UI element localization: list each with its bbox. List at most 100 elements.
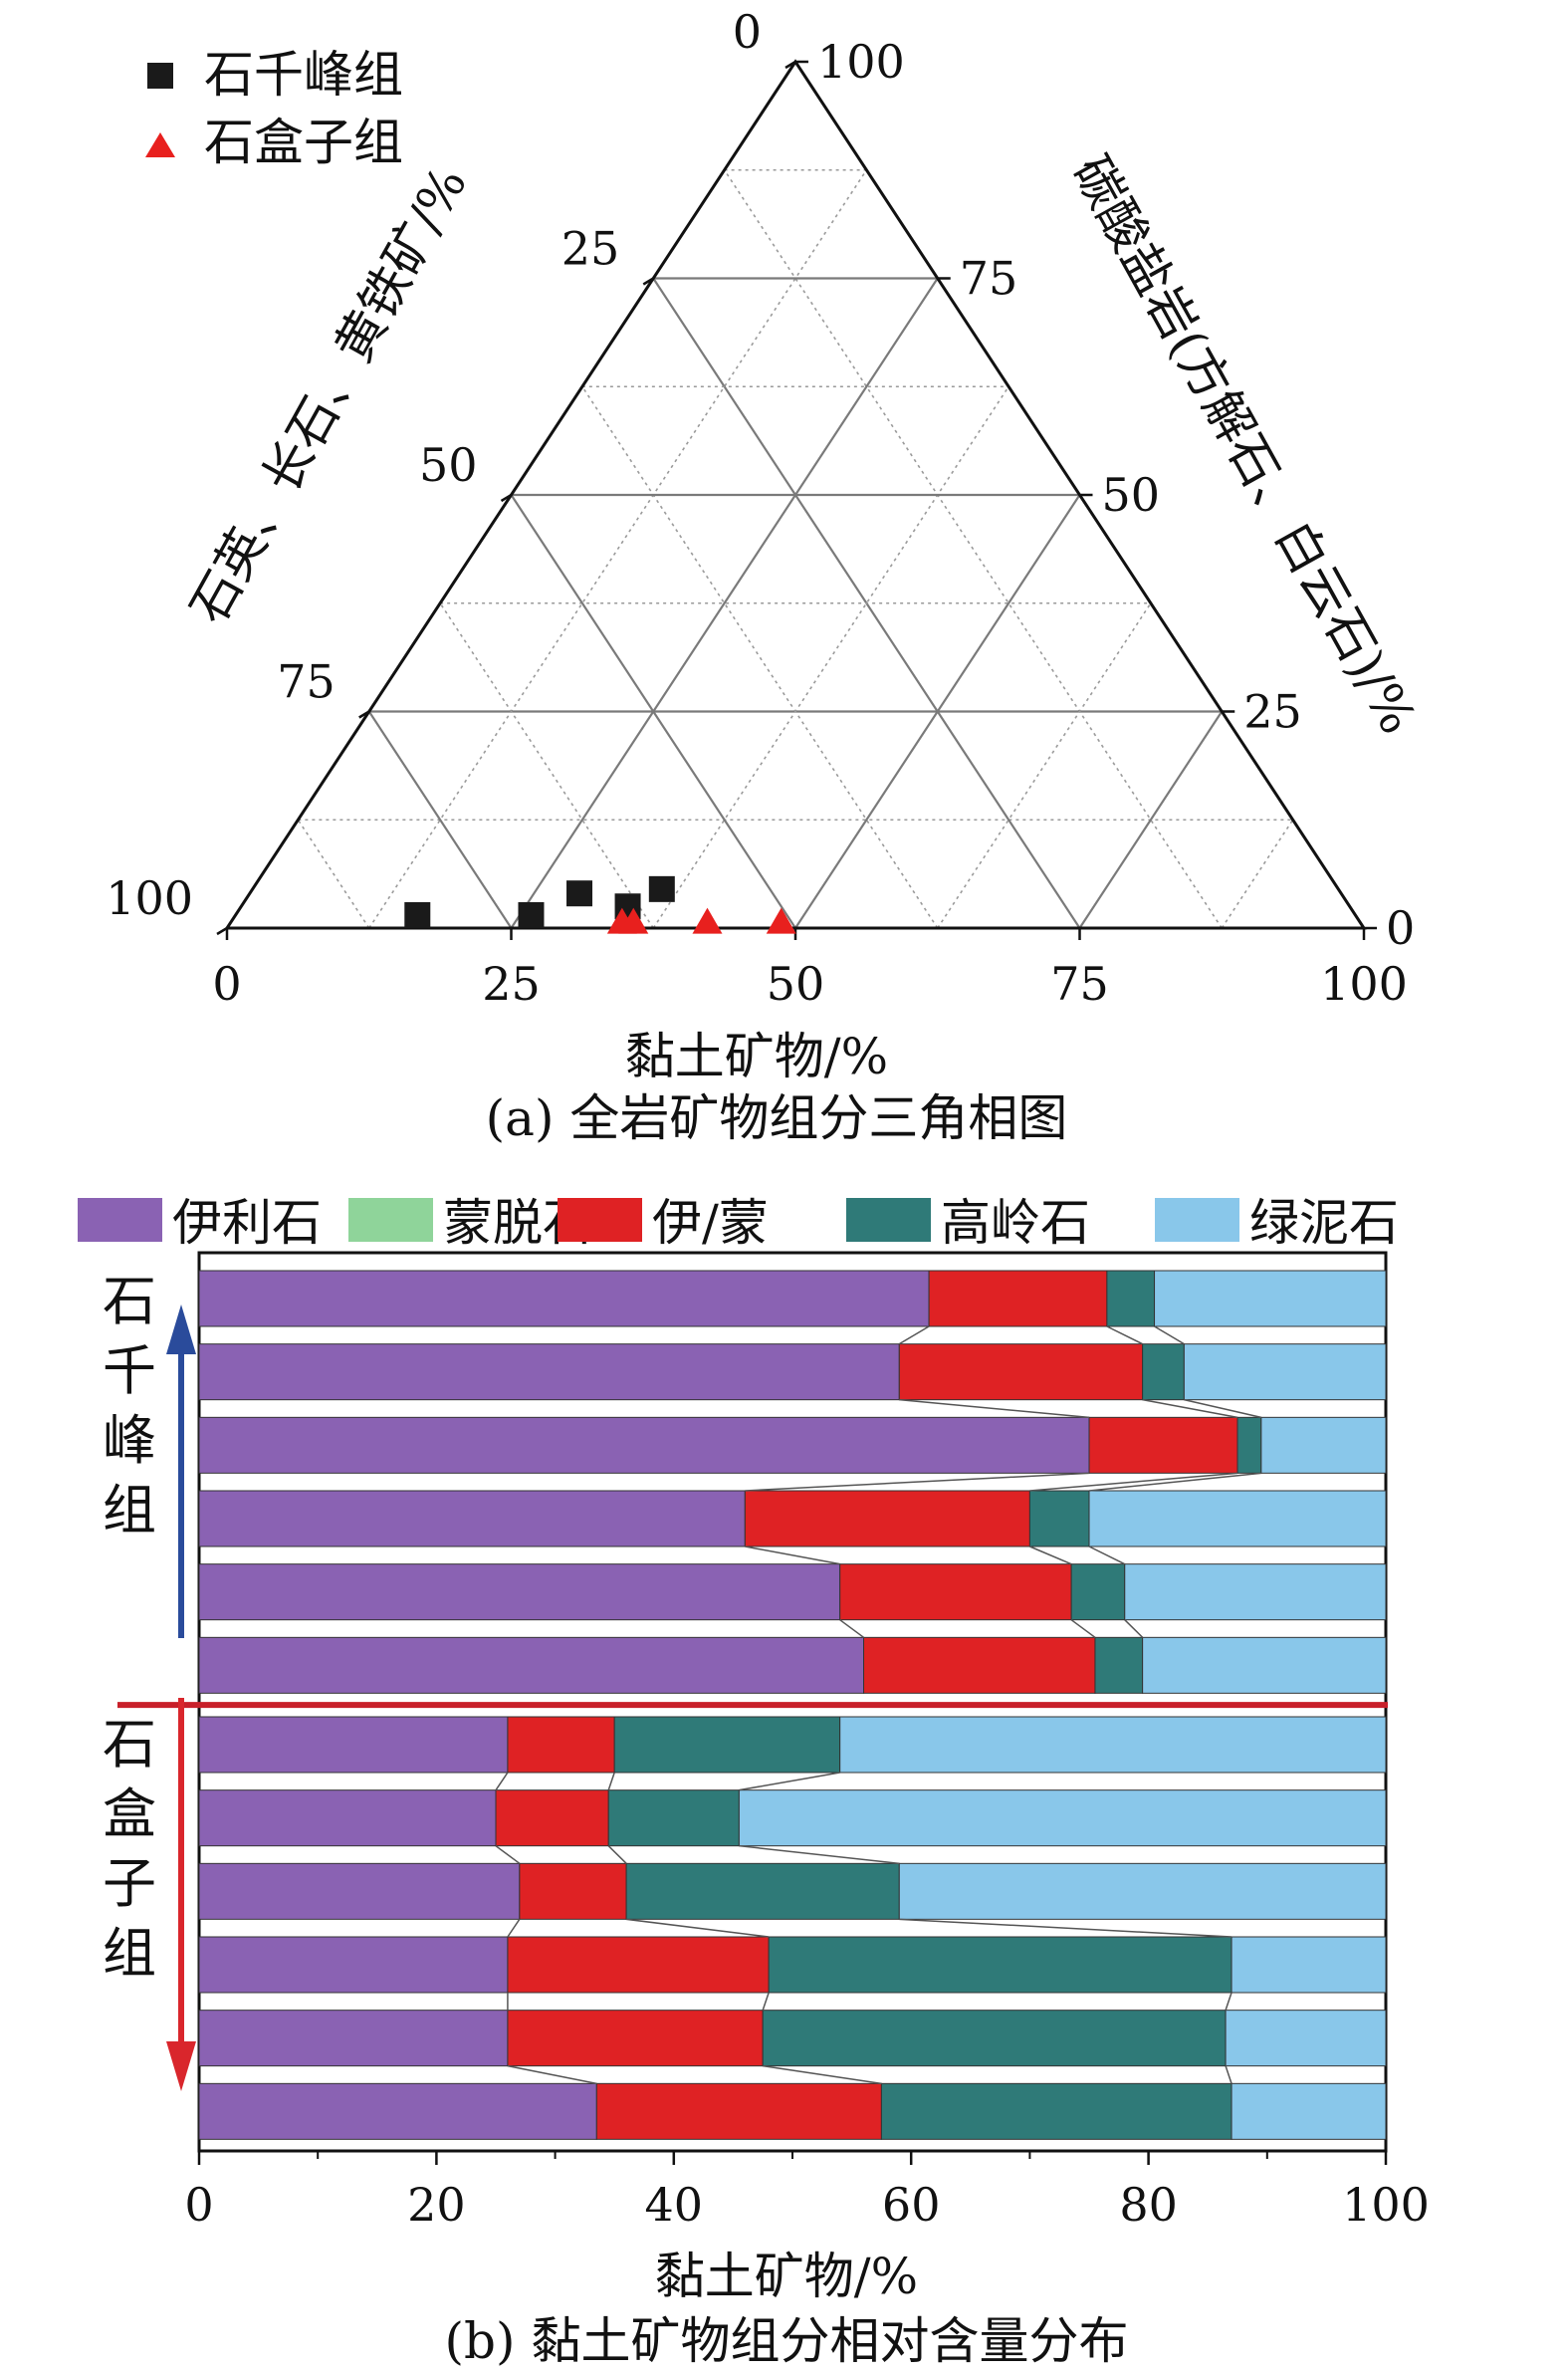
connector-line — [1184, 1398, 1262, 1419]
connector-line — [745, 1472, 1090, 1492]
connector-line — [899, 1918, 1232, 1938]
connector-line — [899, 1398, 1090, 1419]
legend-label: 绿泥石 — [1249, 1194, 1399, 1252]
bar-segment — [613, 1716, 841, 1774]
bottom-tick-label: 25 — [482, 957, 541, 1011]
legend-marker-square — [147, 63, 173, 89]
left-tick-label: 100 — [106, 871, 193, 925]
grid-line-quartz — [723, 169, 1223, 929]
connector-line — [1070, 1619, 1096, 1638]
data-point-square — [518, 901, 545, 928]
bar-segment — [863, 1636, 1096, 1694]
bar-segment — [1094, 1636, 1144, 1694]
group-label-char: 石 — [103, 1270, 156, 1332]
caption-b: (b) 黏土矿物组分相对含量分布 — [445, 2312, 1129, 2370]
connector-line — [739, 1772, 840, 1791]
connector-line — [495, 1772, 509, 1791]
legend-swatch — [846, 1198, 931, 1242]
bar-segment — [768, 1936, 1232, 1994]
connector-line — [745, 1545, 840, 1565]
bar-segment — [198, 2082, 597, 2140]
legend-label: 高岭石 — [941, 1194, 1090, 1252]
legend-label: 伊利石 — [172, 1194, 322, 1252]
grid-line-clay — [510, 277, 939, 929]
connector-line — [739, 1844, 900, 1865]
grid-line-quartz — [367, 710, 513, 929]
x-tick-label: 60 — [882, 2178, 941, 2232]
bar-segment — [839, 1563, 1072, 1621]
bar-segment — [1236, 1416, 1262, 1474]
group-label-char: 组 — [103, 1922, 156, 1985]
connector-line — [507, 1918, 521, 1938]
ternary-legend: 石千峰组 石盒子组 — [145, 46, 403, 171]
connector-line — [763, 2064, 882, 2085]
bottom-axis-label: 黏土矿物/% — [625, 1028, 888, 1085]
bar-segment — [1106, 1270, 1156, 1327]
grid-line-quartz — [439, 602, 654, 929]
bar-connectors — [495, 1325, 1262, 2085]
left-tick — [358, 710, 370, 719]
connector-line — [1142, 1398, 1238, 1419]
bar-segment — [738, 1789, 1387, 1847]
group-label-char: 峰 — [103, 1409, 156, 1472]
data-point-square — [566, 880, 593, 907]
x-tick-label: 100 — [1342, 2178, 1430, 2232]
bar-segment — [898, 1862, 1387, 1920]
bar-segment — [1260, 1416, 1387, 1474]
caption-a: (a) 全岩矿物组分三角相图 — [486, 1089, 1068, 1147]
data-point-triangle — [766, 907, 796, 934]
bar-segment — [198, 1343, 900, 1401]
connector-line — [607, 1772, 615, 1790]
ternary-gridlines — [297, 168, 1294, 929]
bottom-tick-label: 100 — [1320, 957, 1408, 1011]
bar-segment — [1183, 1343, 1387, 1401]
legend-marker-triangle — [145, 132, 175, 157]
grid-line-quartz — [297, 819, 370, 929]
group-arrow-head — [166, 2041, 196, 2091]
right-tick-label: 100 — [817, 35, 905, 89]
group-label-char: 千 — [103, 1339, 156, 1402]
left-tick — [784, 60, 796, 70]
grid-line-clay — [652, 385, 1009, 929]
bar-x-axis-label: 黏土矿物/% — [655, 2248, 918, 2305]
bottom-tick-label: 50 — [767, 957, 825, 1011]
right-tick-label: 50 — [1102, 468, 1161, 522]
connector-line — [839, 1619, 864, 1638]
connector-line — [495, 1845, 521, 1864]
bar-segment — [1231, 2082, 1387, 2140]
bar-segment — [1028, 1490, 1090, 1547]
x-tick-label: 80 — [1119, 2178, 1178, 2232]
bar-segment — [198, 1636, 865, 1694]
group-arrow-head — [166, 1305, 196, 1354]
connector-line — [507, 2064, 597, 2085]
connector-line — [1106, 1325, 1143, 1345]
legend-label: 伊/蒙 — [652, 1194, 769, 1252]
left-tick-label: 50 — [419, 438, 478, 492]
left-tick — [500, 493, 513, 503]
legend-swatch — [78, 1198, 162, 1242]
bar-segment — [198, 1270, 930, 1327]
left-tick — [642, 277, 654, 286]
data-point-square — [648, 875, 675, 902]
connector-line — [626, 1918, 770, 1938]
legend-swatch — [1155, 1198, 1239, 1242]
bar-x-axis: 0 20 40 60 80 100 — [184, 2151, 1430, 2232]
bar-segment — [198, 1416, 1090, 1474]
grid-line-clay — [1078, 710, 1224, 929]
bar-segment — [839, 1716, 1387, 1774]
grid-line-clay — [937, 602, 1152, 929]
bar-segment — [507, 1716, 615, 1774]
bar-segment — [495, 1789, 609, 1847]
left-tick-label: 25 — [561, 222, 620, 276]
bar-segment — [1231, 1936, 1387, 1994]
bar-legend: 伊利石 蒙脱石 伊/蒙 高岭石 绿泥石 — [78, 1194, 1399, 1252]
grid-line-clay — [794, 494, 1081, 929]
left-axis-label: 石英、长石、黄铁矿/% — [179, 157, 478, 633]
bar-segment — [1142, 1343, 1185, 1401]
bar-segment — [507, 1936, 770, 1994]
bar-segment — [1124, 1563, 1387, 1621]
